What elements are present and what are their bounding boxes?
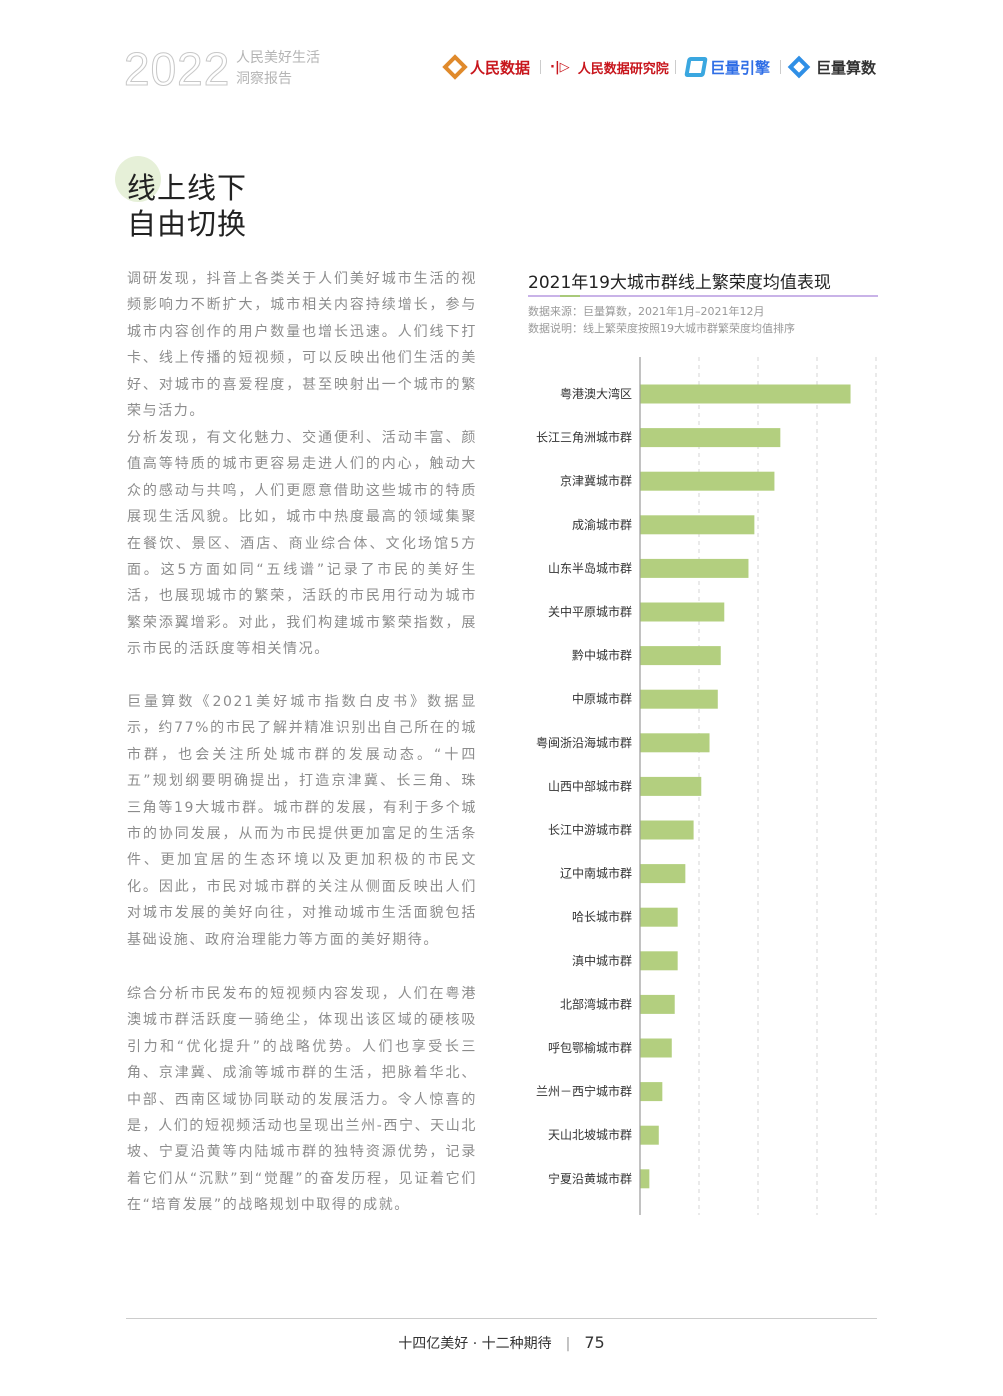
logo-ocean-engine-index: 巨量算数 — [787, 55, 877, 79]
bar — [640, 646, 721, 666]
logo-text: 人民数据 — [470, 58, 531, 77]
chart-title: 2021年19大城市群线上繁荣度均值表现 — [528, 273, 831, 293]
footer-divider — [126, 1318, 877, 1319]
bar-chart: 粤港澳大湾区长江三角洲城市群京津冀城市群成渝城市群山东半岛城市群关中平原城市群黔… — [536, 357, 877, 1215]
bar — [640, 820, 694, 840]
logo-text: 巨量算数 — [816, 58, 877, 77]
category-label: 呼包鄂榆城市群 — [548, 1040, 632, 1055]
bar — [640, 1038, 672, 1058]
bar — [640, 1082, 663, 1102]
divider — [540, 60, 541, 74]
category-label: 成渝城市群 — [572, 517, 632, 532]
paragraph: 调研发现，抖音上各类关于人们美好城市生活的视频影响力不断扩大，城市相关内容持续增… — [127, 271, 477, 420]
category-label: 天山北坡城市群 — [548, 1127, 632, 1142]
logo-ocean-engine: 巨量引擎 — [684, 55, 771, 79]
category-label: 滇中城市群 — [572, 953, 632, 968]
category-label: 山西中部城市群 — [548, 778, 632, 793]
bar — [640, 558, 749, 578]
page-number: 75 — [584, 1333, 605, 1352]
logo-text: 人民数据研究院 — [577, 61, 669, 77]
bar — [640, 384, 851, 404]
paragraph: 综合分析市民发布的短视频内容发现，人们在粤港澳城市群活跃度一骑绝尘，体现出该区域… — [127, 986, 477, 1214]
footer-separator: | — [565, 1336, 571, 1352]
paragraph: 巨量算数《2021美好城市指数白皮书》数据显示，约77%的市民了解并精准识别出自… — [127, 694, 477, 948]
chart-source: 数据来源：巨量算数，2021年1月–2021年12月 — [528, 305, 765, 318]
category-label: 黔中城市群 — [572, 648, 632, 663]
report-year: 2022 — [123, 43, 231, 96]
category-label: 长江中游城市群 — [548, 822, 632, 837]
footer-text: 十四亿美好 · 十二种期待 — [398, 1336, 552, 1352]
category-label: 长江三角洲城市群 — [536, 430, 632, 445]
bar — [640, 689, 718, 709]
report-subtitle-1: 人民美好生活 — [236, 50, 320, 66]
chart-note: 数据说明：线上繁荣度按照19大城市群繁荣度均值排序 — [528, 322, 795, 335]
title-underline-accent — [560, 295, 580, 297]
logo-people-data: 人民数据 — [442, 54, 531, 80]
divider — [780, 60, 781, 74]
category-label: 哈长城市群 — [572, 909, 632, 924]
category-label: 中原城市群 — [572, 691, 632, 706]
category-label: 山东半岛城市群 — [548, 560, 632, 575]
category-label: 宁夏沿黄城市群 — [548, 1171, 632, 1186]
section-title-1: 线上线下 — [127, 171, 248, 205]
category-label: 兰州－西宁城市群 — [536, 1084, 632, 1099]
category-label: 北部湾城市群 — [560, 996, 632, 1011]
category-label: 粤闽浙沿海城市群 — [536, 735, 632, 750]
bar — [640, 864, 686, 884]
bar — [640, 776, 702, 796]
divider — [675, 60, 676, 74]
bar — [640, 994, 675, 1014]
category-label: 辽中南城市群 — [560, 866, 632, 881]
bar — [640, 471, 775, 491]
title-underline — [528, 295, 878, 297]
bar — [640, 515, 755, 535]
bar — [640, 951, 678, 971]
bar — [640, 602, 725, 622]
bar — [640, 1169, 650, 1189]
logo-text: 巨量引擎 — [710, 58, 771, 77]
category-label: 京津冀城市群 — [560, 473, 632, 488]
bar — [640, 428, 781, 448]
paragraph: 分析发现，有文化魅力、交通便利、活动丰富、颜值高等特质的城市更容易走进人们的内心… — [127, 430, 477, 658]
category-label: 关中平原城市群 — [548, 604, 632, 619]
bar — [640, 1125, 659, 1145]
logo-people-data-institute: ·|▷ 人民数据研究院 — [550, 59, 669, 77]
bar — [640, 907, 678, 927]
category-label: 粤港澳大湾区 — [560, 386, 632, 401]
report-subtitle-2: 洞察报告 — [236, 71, 292, 87]
bar — [640, 733, 710, 753]
section-title-2: 自由切换 — [127, 207, 248, 241]
footer: 十四亿美好 · 十二种期待 | 75 — [0, 1333, 1003, 1353]
decorative-circle — [115, 156, 161, 202]
